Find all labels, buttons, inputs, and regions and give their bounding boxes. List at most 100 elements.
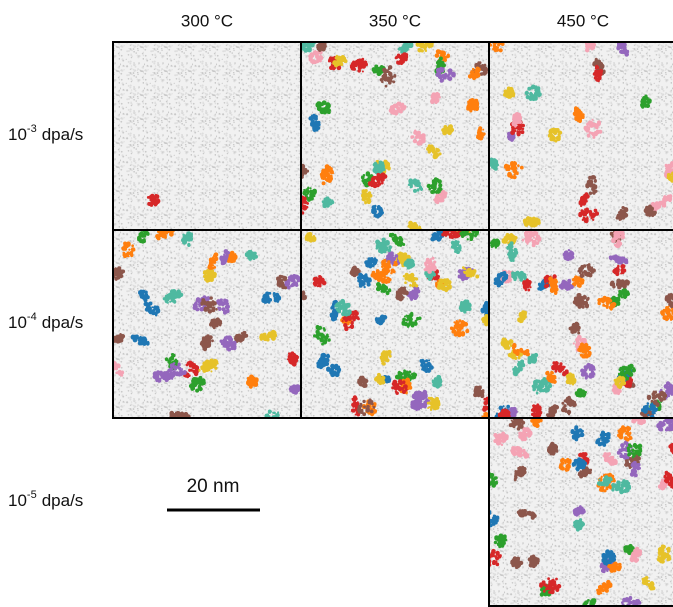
cluster xyxy=(391,379,408,395)
row-label-unit: dpa/s xyxy=(42,313,84,332)
cluster xyxy=(407,178,424,193)
cluster xyxy=(395,286,409,302)
cluster xyxy=(143,301,161,317)
cluster xyxy=(426,177,443,196)
cluster xyxy=(601,549,617,566)
cluster xyxy=(357,398,376,417)
cluster xyxy=(417,392,431,405)
cluster xyxy=(493,270,509,288)
cluster xyxy=(668,442,673,455)
panels xyxy=(112,41,673,607)
panel xyxy=(489,42,673,230)
cluster xyxy=(466,98,480,113)
cluster xyxy=(607,561,622,573)
cluster xyxy=(623,543,636,556)
cluster xyxy=(371,64,386,77)
cluster xyxy=(545,370,557,384)
cluster xyxy=(431,374,443,389)
cluster xyxy=(562,248,575,262)
cluster xyxy=(476,126,486,141)
cluster xyxy=(397,42,414,54)
cluster xyxy=(403,258,416,270)
cluster xyxy=(551,361,569,377)
cluster xyxy=(441,230,463,240)
row-label-exponent: -4 xyxy=(27,311,37,323)
cluster xyxy=(284,274,301,290)
cluster xyxy=(162,289,184,304)
cluster xyxy=(631,418,646,426)
cluster xyxy=(424,268,436,281)
cluster xyxy=(546,441,559,456)
cluster xyxy=(626,442,643,459)
cluster xyxy=(577,263,596,279)
cluster xyxy=(308,113,321,132)
row-label-base: 10 xyxy=(8,491,27,510)
cluster xyxy=(434,49,450,62)
cluster xyxy=(326,363,342,378)
cluster xyxy=(410,129,426,146)
cluster xyxy=(138,289,150,303)
cluster xyxy=(458,299,472,314)
cluster xyxy=(596,475,613,487)
cluster xyxy=(629,460,641,478)
cluster xyxy=(473,385,485,399)
cluster xyxy=(493,431,509,446)
cluster xyxy=(510,445,530,459)
cluster xyxy=(349,265,361,278)
cluster xyxy=(155,230,175,241)
cluster xyxy=(152,370,165,383)
cluster xyxy=(663,470,673,490)
cluster xyxy=(580,362,596,380)
cluster xyxy=(558,457,572,472)
cluster xyxy=(180,231,194,248)
cluster xyxy=(656,418,673,432)
cluster xyxy=(367,172,388,189)
cluster xyxy=(592,64,604,83)
cluster xyxy=(430,230,445,242)
cluster xyxy=(319,164,334,186)
cluster xyxy=(572,505,586,517)
cluster xyxy=(510,556,524,570)
row-label-unit: dpa/s xyxy=(42,491,84,510)
cluster xyxy=(374,372,386,386)
cluster xyxy=(516,508,537,520)
cluster xyxy=(288,384,301,395)
cluster xyxy=(527,352,539,365)
panel-border xyxy=(488,417,673,607)
cluster xyxy=(199,334,214,352)
panel-background xyxy=(301,42,489,230)
cluster xyxy=(450,240,462,255)
cluster xyxy=(513,465,527,482)
cluster xyxy=(489,471,498,489)
panel xyxy=(489,418,673,606)
cluster xyxy=(522,216,541,228)
cluster xyxy=(357,375,369,388)
cluster xyxy=(616,42,630,57)
cluster xyxy=(200,296,218,314)
cluster xyxy=(304,231,317,243)
cluster xyxy=(489,42,505,53)
cluster xyxy=(524,84,542,102)
cluster xyxy=(301,42,316,53)
cluster xyxy=(407,220,424,230)
cluster xyxy=(641,575,656,591)
cluster xyxy=(357,272,372,289)
cluster xyxy=(503,160,524,180)
cluster xyxy=(394,49,409,66)
cluster xyxy=(570,425,585,442)
cluster xyxy=(394,369,418,383)
cluster xyxy=(531,377,553,395)
cluster xyxy=(364,257,378,269)
panel xyxy=(301,42,489,230)
cluster xyxy=(113,360,125,377)
row-label-unit: dpa/s xyxy=(42,125,84,144)
cluster xyxy=(480,300,489,317)
cluster xyxy=(308,49,324,65)
cluster xyxy=(489,157,499,171)
cluster xyxy=(219,249,230,266)
cluster xyxy=(216,298,231,315)
cluster xyxy=(646,390,668,408)
cluster xyxy=(374,314,388,326)
cluster xyxy=(379,349,392,366)
cluster xyxy=(406,284,421,301)
